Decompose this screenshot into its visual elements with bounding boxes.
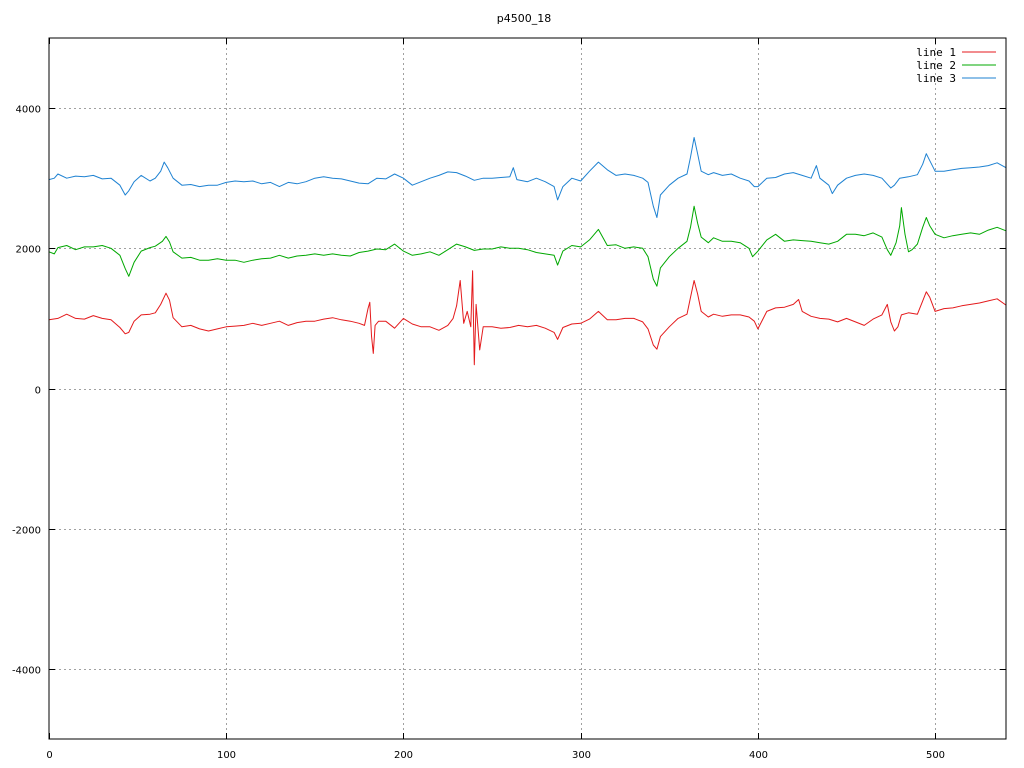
x-tick-label: 300 [572, 750, 591, 761]
legend-label-3: line 3 [916, 72, 956, 85]
y-tick-label: -2000 [12, 526, 41, 537]
y-tick-label: -4000 [12, 666, 41, 677]
x-tick-label: 0 [46, 750, 52, 761]
grid-lines [49, 38, 1006, 739]
y-tick-label: 0 [35, 386, 41, 397]
series-line-2 [48, 205, 1007, 287]
plot-frame [48, 37, 1007, 740]
series-line-1 [48, 270, 1007, 366]
x-tick-label: 200 [394, 750, 413, 761]
chart-title: p4500_18 [497, 12, 551, 25]
series-layer [48, 137, 1007, 366]
x-tick-label: 100 [217, 750, 236, 761]
y-tick-label: 2000 [16, 245, 41, 256]
y-tick-label: 4000 [16, 105, 41, 116]
x-tick-label: 500 [926, 750, 945, 761]
x-tick-label: 400 [749, 750, 768, 761]
legend-label-2: line 2 [916, 59, 956, 72]
axis-ticks: 0 100 200 300 400 500 -4000 -2000 0 2000 4000 [12, 38, 1006, 761]
series-line-3 [48, 137, 1007, 218]
legend-label-1: line 1 [916, 46, 956, 59]
